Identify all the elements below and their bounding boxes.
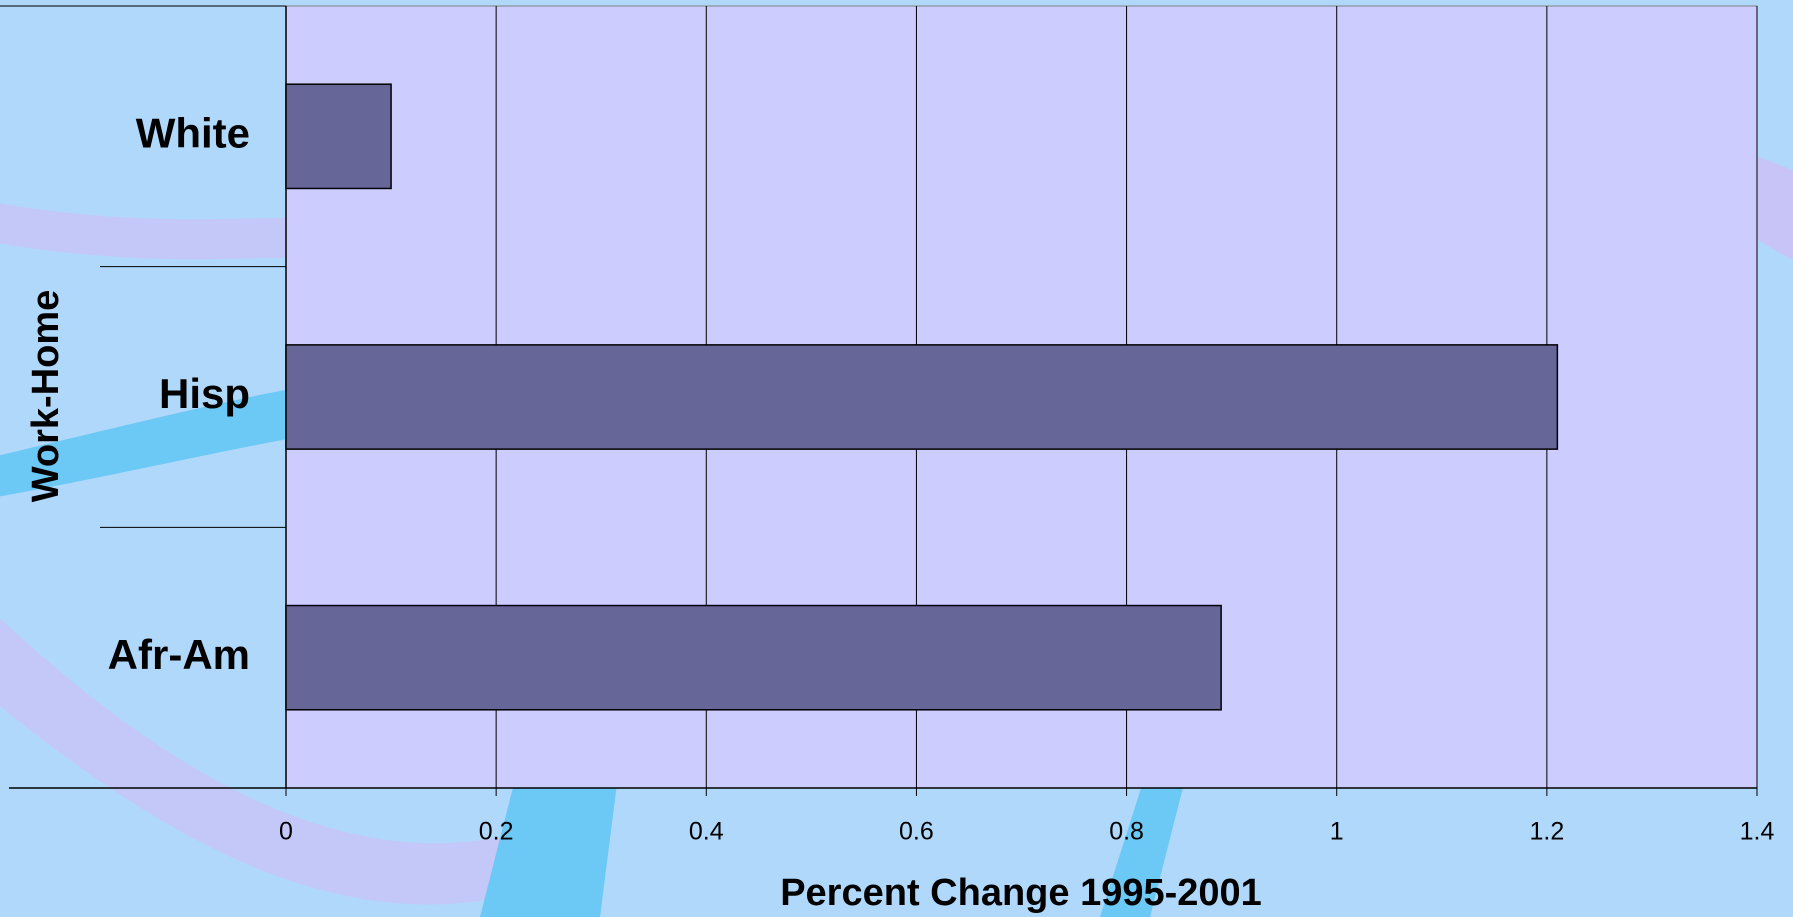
x-tick-label: 0.4 xyxy=(689,818,724,846)
x-tick-label: 1.2 xyxy=(1529,818,1564,846)
x-tick-label: 0 xyxy=(279,818,293,846)
x-tick-label: 0.8 xyxy=(1109,818,1144,846)
bar xyxy=(286,345,1557,449)
x-axis-title: Percent Change 1995-2001 xyxy=(780,872,1262,914)
y-tick-label: White xyxy=(136,109,250,156)
x-tick-label: 0.6 xyxy=(899,818,934,846)
y-tick-label: Hisp xyxy=(159,370,250,417)
bar xyxy=(286,606,1221,710)
y-axis-title: Work-Home xyxy=(25,290,67,503)
x-tick-label: 1.4 xyxy=(1740,818,1775,846)
x-tick-label: 0.2 xyxy=(479,818,514,846)
bar xyxy=(286,84,391,188)
chart: Percent Change 1995-2001 Work-Home 0 0.2 0… xyxy=(0,0,1793,917)
x-tick-label: 1 xyxy=(1330,818,1344,846)
y-tick-label: Afr-Am xyxy=(108,631,250,678)
